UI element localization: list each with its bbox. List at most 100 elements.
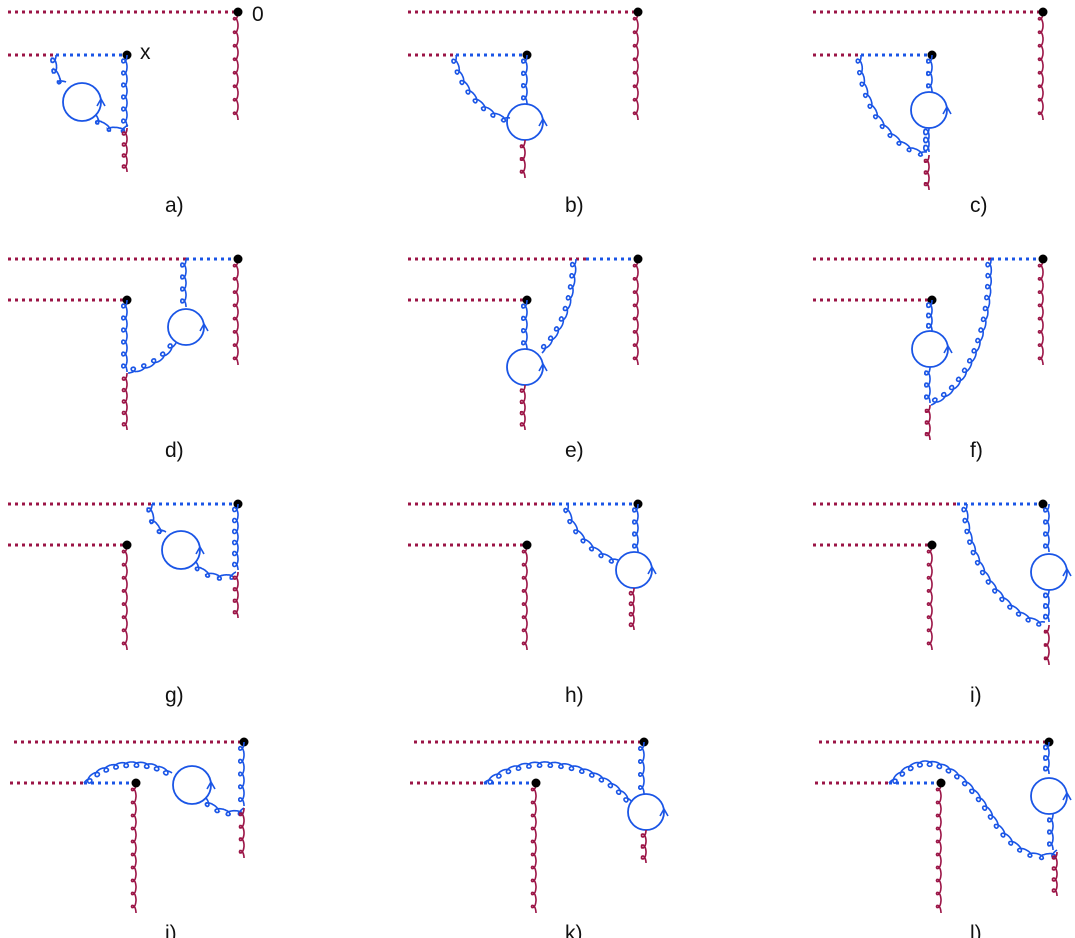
vertex-zero	[1038, 499, 1048, 509]
quark-loop	[167, 308, 205, 346]
gluon-external	[121, 128, 128, 172]
inner-gluon	[130, 783, 137, 913]
panel-a: a)	[8, 7, 243, 217]
outer-gluon	[1037, 12, 1044, 120]
gluon-lower	[1047, 814, 1054, 850]
panel-label-f: f)	[970, 439, 983, 462]
loop-arrow-icon	[943, 344, 953, 354]
panel-g: g)	[8, 499, 243, 707]
gluon-external	[519, 140, 526, 178]
outer-gluon	[1037, 259, 1044, 365]
gluon-diagonal	[563, 503, 619, 564]
inner-gluon	[530, 783, 537, 913]
gluon-right	[521, 55, 528, 104]
vertex-zero	[233, 7, 243, 17]
loop-arrow-icon	[659, 807, 669, 817]
outer-gluon	[632, 12, 639, 120]
panel-label-c: c)	[970, 194, 988, 217]
gluon-right	[926, 55, 933, 92]
gluon-right	[238, 742, 245, 806]
inner-gluon	[935, 783, 942, 913]
gluon-diagonal	[451, 54, 511, 123]
loop-arrow-icon	[1062, 791, 1072, 801]
zero-point-label: 0	[252, 3, 264, 26]
gluon-left	[146, 504, 167, 535]
gluon-bottom	[128, 342, 177, 374]
gluon-external	[923, 155, 930, 190]
vertex-x	[531, 778, 541, 788]
panel-j: j)	[10, 737, 249, 938]
gluon-external	[628, 588, 635, 630]
vertex-zero	[1038, 254, 1048, 264]
loop-arrow-icon	[942, 105, 952, 115]
panel-k: k)	[410, 737, 669, 938]
gluon-arc	[855, 55, 928, 157]
outer-gluon	[632, 259, 639, 365]
quark-loop	[172, 765, 212, 805]
quark-loop	[62, 82, 102, 122]
loop-arrow-icon	[206, 780, 216, 790]
inner-gluon	[926, 545, 933, 650]
gluon-lower	[923, 128, 930, 152]
quark-loop	[911, 330, 949, 368]
panel-label-g: g)	[165, 684, 184, 707]
vertex-x	[927, 540, 937, 550]
outer-gluon	[232, 12, 239, 120]
gluon-external	[238, 808, 245, 858]
panel-l: l)	[815, 737, 1072, 938]
vertex-x	[936, 778, 946, 788]
vertex-zero	[1038, 7, 1048, 17]
inner-gluon	[121, 545, 128, 650]
quark-loop	[1030, 777, 1068, 815]
panel-label-l: l)	[970, 922, 982, 938]
panel-label-b: b)	[565, 194, 584, 217]
quark-loop	[910, 91, 948, 129]
gluon-snake	[888, 760, 1058, 861]
gluon-right	[1043, 742, 1050, 774]
gluon-left	[121, 300, 128, 372]
panel-label-i: i)	[970, 684, 982, 707]
outer-gluon	[232, 259, 239, 365]
panel-b: b)	[408, 7, 643, 217]
gluon-lower	[924, 367, 931, 403]
loop-arrow-icon	[1062, 567, 1072, 577]
quark-loop	[506, 103, 544, 141]
loop-arrow-icon	[538, 362, 548, 372]
panel-label-k: k)	[565, 922, 583, 938]
loop-arrow-icon	[195, 545, 205, 555]
gluon-arc	[83, 761, 173, 784]
gluon-bottom	[194, 561, 237, 581]
quark-loop	[161, 530, 201, 570]
vertex-x	[122, 540, 132, 550]
gluon-external	[924, 405, 931, 440]
vertex-x	[522, 540, 532, 550]
loop-arrow-icon	[647, 565, 657, 575]
gluon-external	[640, 830, 647, 863]
quark-loop	[1030, 553, 1068, 591]
panel-i: i)	[813, 499, 1072, 707]
gluon-right	[121, 55, 128, 127]
gluon-bottom	[94, 114, 129, 134]
gluon-right	[632, 504, 639, 552]
vertex-zero	[233, 254, 243, 264]
gluon-arc	[540, 259, 577, 354]
vertex-zero	[633, 7, 643, 17]
panel-c: c)	[813, 7, 1048, 217]
quark-loop	[627, 793, 665, 831]
gluon-external	[232, 572, 239, 618]
gluon-arc	[483, 761, 633, 803]
gluon-right	[232, 504, 239, 570]
inner-gluon	[521, 545, 528, 650]
gluon-top	[180, 259, 187, 307]
loop-arrow-icon	[96, 97, 106, 107]
loop-arrow-icon	[538, 117, 548, 127]
vertex-x	[131, 778, 141, 788]
vertex-zero	[633, 254, 643, 264]
gluon-arc	[930, 259, 993, 406]
gluon-external	[121, 373, 128, 430]
quark-loop	[506, 348, 544, 386]
gluon-right	[1043, 504, 1050, 552]
panel-label-h: h)	[565, 684, 584, 707]
gluon-left	[50, 55, 67, 85]
